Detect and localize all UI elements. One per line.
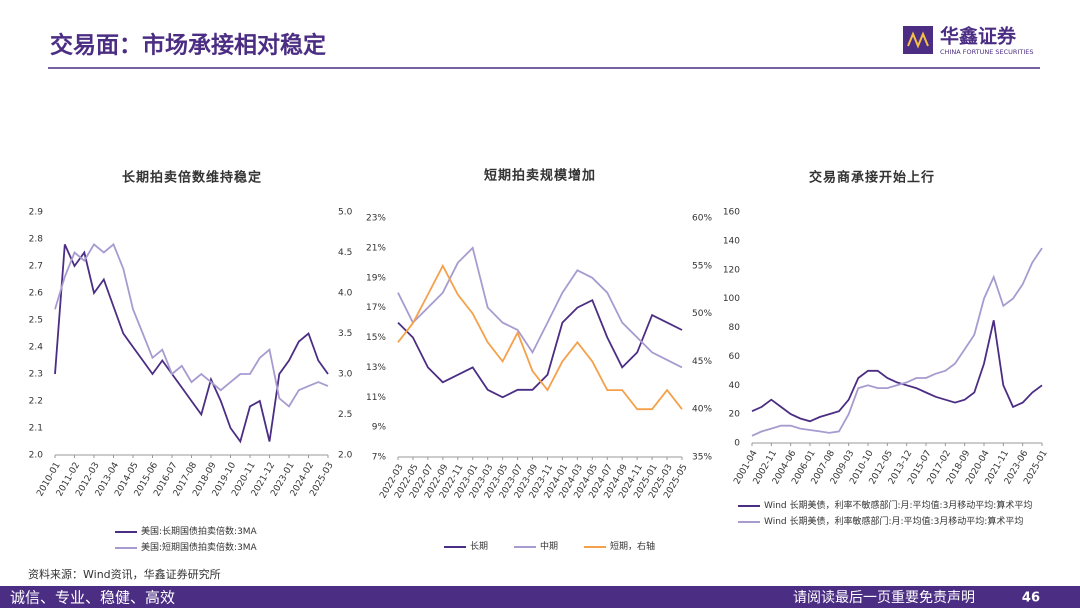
- legend-swatch: [115, 547, 137, 549]
- logo-mark: [907, 31, 929, 49]
- legend-item: 短期，右轴: [584, 541, 655, 553]
- y-tick-label: 60: [729, 352, 741, 362]
- y2-tick-label: 35%: [692, 453, 712, 463]
- y-tick-label: 2.1: [29, 424, 43, 434]
- series-line: [397, 263, 683, 411]
- legend-swatch: [115, 531, 137, 533]
- y-tick-label: 7%: [372, 453, 387, 463]
- y-tick-label: 2.4: [29, 343, 44, 353]
- y2-tick-label: 4.5: [338, 248, 352, 258]
- y-tick-label: 11%: [366, 393, 386, 403]
- legend-label: 短期，右轴: [610, 542, 656, 552]
- y-tick-label: 17%: [366, 303, 386, 313]
- y-tick-label: 13%: [366, 363, 386, 373]
- y2-tick-label: 3.0: [338, 370, 353, 380]
- legend-item: 中期: [514, 541, 558, 553]
- y-tick-label: 0: [734, 439, 740, 449]
- y-tick-label: 21%: [366, 243, 386, 253]
- y-tick-label: 9%: [372, 423, 387, 433]
- legend-item: 长期: [444, 541, 488, 553]
- y2-tick-label: 4.0: [338, 289, 353, 299]
- y-tick-label: 100: [723, 294, 740, 304]
- y-tick-label: 15%: [366, 333, 386, 343]
- y-tick-label: 80: [729, 323, 741, 333]
- legend-label: 中期: [540, 542, 559, 552]
- logo-sub: CHINA FORTUNE SECURITIES: [940, 48, 1033, 56]
- legend-label: Wind 长期美债，利率不敏感部门:月:平均值:3月移动平均:算术平均: [764, 501, 1033, 511]
- y2-tick-label: 5.0: [338, 208, 353, 218]
- legend-item: 美国:长期国债拍卖倍数:3MA: [115, 526, 345, 538]
- y2-tick-label: 3.5: [338, 329, 352, 339]
- y-tick-label: 140: [723, 236, 740, 246]
- y2-tick-label: 2.5: [338, 410, 352, 420]
- y-tick-label: 2.7: [29, 262, 43, 272]
- legend-item: 美国:短期国债拍卖倍数:3MA: [115, 542, 345, 554]
- y-tick-label: 19%: [366, 273, 386, 283]
- chart-title: 长期拍卖倍数维持稳定: [122, 170, 262, 186]
- chart-title: 交易商承接开始上行: [809, 170, 935, 186]
- series-line: [54, 244, 329, 444]
- y-tick-label: 2.6: [29, 289, 44, 299]
- legend-item: Wind 长期美债，利率不敏感部门:月:平均值:3月移动平均:算术平均: [738, 500, 1058, 512]
- y-tick-label: 23%: [366, 214, 386, 224]
- y2-tick-label: 2.0: [338, 451, 353, 461]
- y-tick-label: 2.8: [29, 235, 44, 245]
- series-line: [54, 242, 329, 408]
- logo-icon: [903, 26, 933, 54]
- y-tick-label: 2.2: [29, 397, 43, 407]
- legend-label: 美国:长期国债拍卖倍数:3MA: [141, 527, 257, 537]
- y-tick-label: 160: [723, 208, 740, 218]
- y-tick-label: 2.0: [29, 451, 44, 461]
- series-line: [751, 247, 1043, 437]
- series-line: [397, 246, 683, 369]
- legend-item: Wind 长期美债，利率敏感部门:月:平均值:3月移动平均:算术平均: [738, 516, 1058, 528]
- y-tick-label: 120: [723, 265, 740, 275]
- legend-label: 美国:短期国债拍卖倍数:3MA: [141, 543, 257, 553]
- y2-tick-label: 50%: [692, 309, 712, 319]
- y-tick-label: 20: [729, 410, 741, 420]
- series-line: [751, 320, 1043, 423]
- legend-swatch: [444, 546, 466, 548]
- footer-slogan: 诚信、专业、稳健、高效: [10, 589, 175, 607]
- y-tick-label: 2.5: [29, 316, 43, 326]
- y-tick-label: 2.3: [29, 370, 43, 380]
- footer-bar: [0, 586, 1080, 608]
- page-number: 46: [1022, 591, 1040, 606]
- legend: Wind 长期美债，利率不敏感部门:月:平均值:3月移动平均:算术平均 Wind …: [738, 500, 1058, 532]
- legend-swatch: [584, 546, 607, 548]
- source-note: 资料来源：Wind资讯，华鑫证券研究所: [28, 567, 221, 581]
- slide-title: 交易面：市场承接相对稳定: [50, 32, 326, 59]
- series-line: [397, 298, 683, 399]
- y-tick-label: 2.9: [29, 208, 44, 218]
- legend-swatch: [738, 521, 760, 523]
- legend: 长期 中期 短期，右轴: [444, 540, 704, 557]
- legend: 美国:长期国债拍卖倍数:3MA 美国:短期国债拍卖倍数:3MA: [115, 526, 345, 558]
- logo-name: 华鑫证券: [940, 25, 1017, 48]
- y2-tick-label: 45%: [692, 357, 712, 367]
- y-tick-label: 40: [729, 381, 741, 391]
- legend-label: 长期: [470, 542, 489, 552]
- footer-disclaimer: 请阅读最后一页重要免责声明: [793, 589, 975, 606]
- legend-label: Wind 长期美债，利率敏感部门:月:平均值:3月移动平均:算术平均: [764, 517, 1024, 527]
- y2-tick-label: 55%: [692, 261, 712, 271]
- legend-swatch: [514, 546, 537, 548]
- legend-swatch: [738, 505, 760, 507]
- chart-title: 短期拍卖规模增加: [484, 168, 596, 184]
- y2-tick-label: 60%: [692, 214, 712, 224]
- y2-tick-label: 40%: [692, 405, 712, 415]
